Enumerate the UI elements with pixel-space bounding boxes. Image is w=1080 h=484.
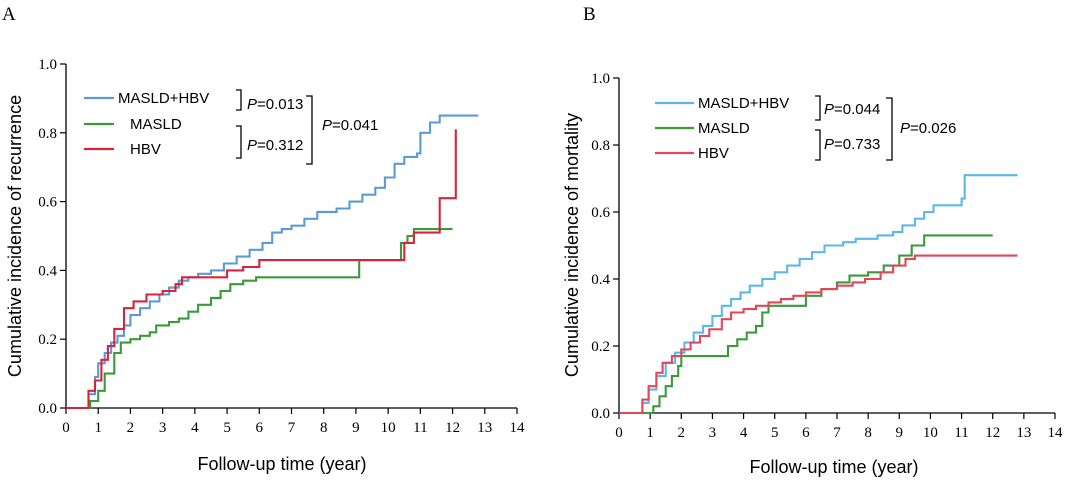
x-tick-label: 10: [923, 425, 938, 441]
y-tick-label: 0.4: [591, 272, 610, 288]
x-tick-label: 9: [352, 420, 360, 436]
panel-a-pvalue-2: P=0.312: [247, 137, 303, 154]
x-tick-label: 2: [127, 420, 135, 436]
y-tick-label: 0.0: [591, 406, 610, 422]
panel-a-series: [66, 96, 479, 410]
panel-b-bracket-1: [815, 95, 821, 121]
x-tick-label: 13: [477, 420, 492, 436]
series-line-hbv: [619, 254, 1018, 415]
panel-a-bracket-2: [236, 125, 242, 159]
x-tick-label: 3: [159, 420, 167, 436]
x-tick-label: 14: [1048, 425, 1064, 441]
panel-a-letter: A: [2, 4, 16, 25]
panel-b-ticks: 0 1 2 3 4 5 6 7 8 9 10 11 12 13 140.00.20.40.60.81.0: [591, 71, 1063, 441]
panel-a-y-axis-title: Cumulative incidence of recurrence: [5, 95, 25, 377]
y-tick-label: 0.4: [38, 263, 57, 279]
panel-a-pvalue-3: P=0.041: [322, 117, 378, 134]
panel-b-pvalue-2: P=0.733: [824, 136, 880, 153]
y-tick-label: 1.0: [591, 71, 610, 87]
x-tick-label: 12: [985, 425, 1000, 441]
x-tick-label: 8: [864, 425, 872, 441]
panel-a-pvalue-1: P=0.013: [247, 96, 303, 113]
x-tick-label: 7: [288, 420, 296, 436]
panel-b-bracket-2: [815, 129, 821, 161]
x-tick-label: 8: [320, 420, 328, 436]
x-tick-label: 11: [954, 425, 968, 441]
panel-a: A 0 1 2 3 4 5 6 7 8 9 10 11 12 13 140.00.20.40.60.81.0…: [2, 4, 525, 474]
series-line-masld: [619, 234, 993, 415]
x-tick-label: 13: [1016, 425, 1031, 441]
legend-b-masld: MASLD: [698, 120, 750, 137]
legend-a-masld: MASLD: [130, 116, 182, 133]
legend-b-masld-hbv: MASLD+HBV: [698, 95, 789, 112]
x-tick-label: 5: [223, 420, 231, 436]
y-tick-label: 1.0: [38, 57, 57, 73]
x-tick-label: 11: [413, 420, 427, 436]
panel-b-x-axis-title: Follow-up time (year): [749, 457, 918, 477]
x-tick-label: 14: [510, 420, 526, 436]
x-tick-label: 4: [740, 425, 748, 441]
panel-b-series: [619, 101, 1018, 415]
panel-b-y-axis-title: Cumulative incidence of mortality: [562, 113, 582, 377]
panel-b-pvalue-1: P=0.044: [824, 101, 880, 118]
panel-a-ticks: 0 1 2 3 4 5 6 7 8 9 10 11 12 13 140.00.20.40.60.81.0: [38, 57, 525, 436]
panel-b: B 0 1 2 3 4 5 6 7 8 9 10 11 12 13 140.00.20.40.60.81.0…: [562, 4, 1063, 477]
panel-a-legend: MASLD+HBV MASLD HBV P=0.013 P=0.312 P=0.…: [118, 89, 378, 165]
legend-a-hbv: HBV: [130, 141, 161, 158]
x-tick-label: 6: [256, 420, 264, 436]
x-tick-label: 0: [62, 420, 70, 436]
panel-b-letter: B: [583, 4, 596, 25]
x-tick-label: 10: [381, 420, 396, 436]
x-tick-label: 0: [615, 425, 623, 441]
series-line-masld-hbv: [66, 114, 479, 410]
x-tick-label: 12: [445, 420, 460, 436]
x-tick-label: 1: [94, 420, 102, 436]
series-line-masld-hbv: [619, 174, 1018, 415]
y-tick-label: 0.8: [38, 126, 57, 142]
x-tick-label: 2: [678, 425, 686, 441]
panel-a-bracket-1: [236, 89, 242, 111]
y-tick-label: 0.2: [38, 332, 57, 348]
y-tick-label: 0.6: [591, 205, 610, 221]
x-tick-label: 4: [191, 420, 199, 436]
y-tick-label: 0.2: [591, 339, 610, 355]
legend-a-masld-hbv: MASLD+HBV: [118, 90, 209, 107]
x-tick-label: 1: [646, 425, 654, 441]
y-tick-label: 0.0: [38, 401, 57, 417]
panel-a-bracket-3: [306, 95, 313, 165]
y-tick-label: 0.8: [591, 138, 610, 154]
panel-b-bracket-3: [886, 97, 893, 161]
x-tick-label: 7: [833, 425, 841, 441]
legend-b-hbv: HBV: [698, 145, 729, 162]
x-tick-label: 5: [771, 425, 779, 441]
panel-b-legend: MASLD+HBV MASLD HBV P=0.044 P=0.733 P=0.…: [698, 95, 956, 162]
y-tick-label: 0.6: [38, 195, 57, 211]
series-line-hbv: [66, 129, 457, 410]
panel-a-x-axis-title: Follow-up time (year): [197, 454, 366, 474]
x-tick-label: 6: [802, 425, 810, 441]
panel-b-pvalue-3: P=0.026: [900, 120, 956, 137]
x-tick-label: 9: [896, 425, 904, 441]
x-tick-label: 3: [709, 425, 717, 441]
